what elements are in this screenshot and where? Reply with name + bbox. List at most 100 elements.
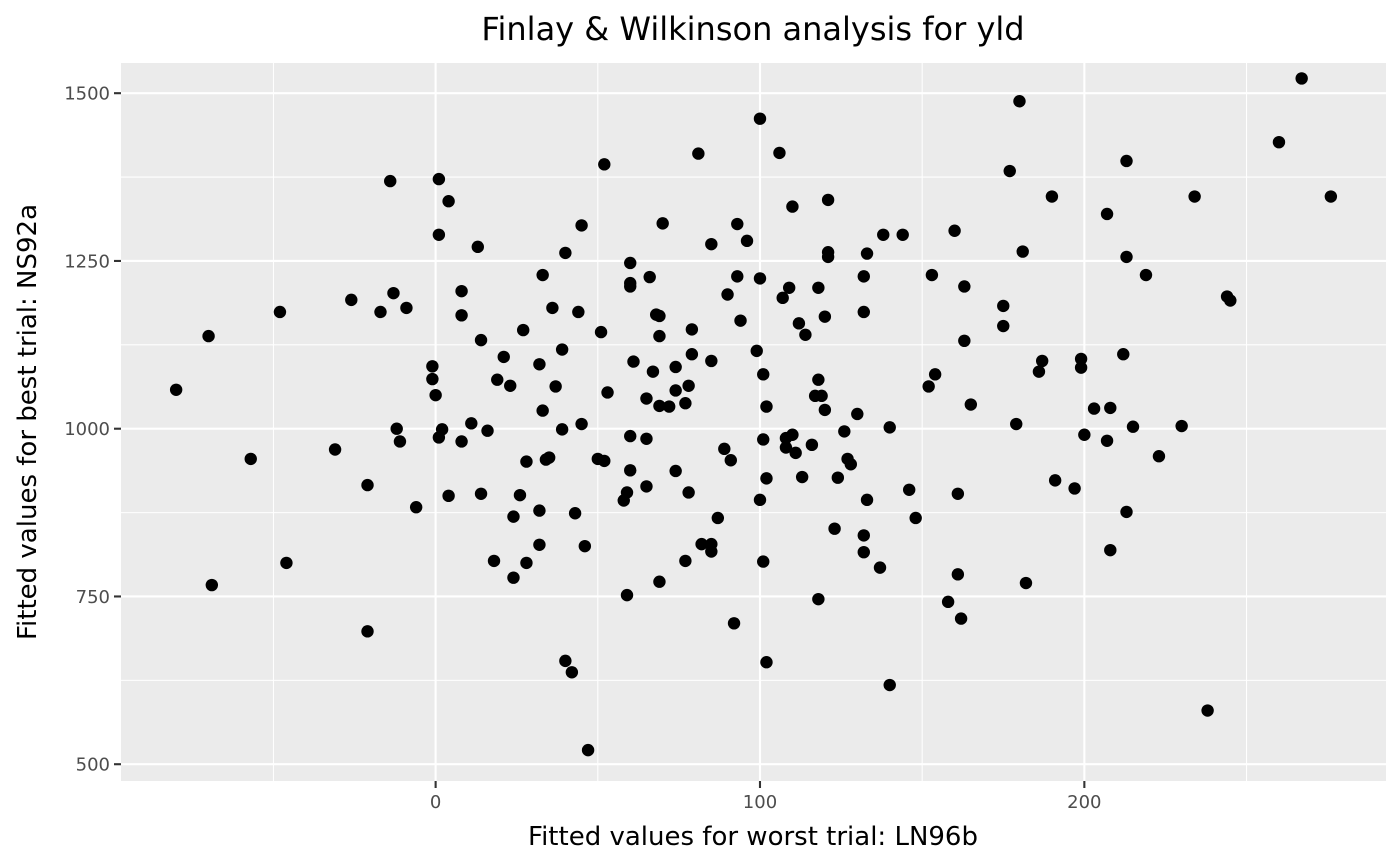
data-point <box>1100 207 1114 221</box>
data-point <box>786 428 799 441</box>
data-point <box>669 464 682 478</box>
data-point <box>724 454 737 467</box>
data-point <box>857 305 870 319</box>
x-tick-label: 0 <box>430 792 441 813</box>
data-point <box>928 368 942 381</box>
data-point <box>1117 348 1130 361</box>
x-tick-label: 200 <box>1067 792 1101 813</box>
data-point <box>487 554 501 568</box>
data-point <box>559 654 572 668</box>
data-point <box>409 501 423 514</box>
data-point <box>1175 419 1188 433</box>
data-point <box>727 617 741 630</box>
data-point <box>1068 482 1081 495</box>
data-point <box>782 281 796 294</box>
data-point <box>1019 576 1033 590</box>
data-point <box>860 493 874 507</box>
data-point <box>958 280 971 293</box>
data-point <box>426 372 439 386</box>
data-point <box>786 200 799 213</box>
data-point <box>455 284 468 298</box>
data-point <box>857 545 870 559</box>
data-point <box>520 455 533 468</box>
data-point <box>653 399 666 413</box>
data-point <box>653 309 666 323</box>
data-point <box>598 158 611 171</box>
data-point <box>922 380 935 393</box>
data-point <box>1120 505 1133 519</box>
data-point <box>873 561 887 574</box>
data-point <box>721 288 734 301</box>
data-point <box>624 280 637 293</box>
data-point <box>669 384 682 397</box>
data-point <box>860 247 874 260</box>
data-point <box>682 379 695 392</box>
data-point <box>1201 704 1214 717</box>
data-point <box>692 147 705 160</box>
data-point <box>442 195 455 208</box>
data-point <box>1120 250 1133 264</box>
y-tick-label: 750 <box>76 587 110 608</box>
chart-title: Finlay & Wilkinson analysis for yld <box>481 10 1024 48</box>
data-points <box>169 72 1338 757</box>
data-point <box>455 309 468 322</box>
data-point <box>948 224 961 237</box>
data-point <box>533 504 546 517</box>
data-point <box>594 325 608 339</box>
data-point <box>779 441 793 454</box>
data-point <box>685 323 699 336</box>
data-point <box>773 146 786 160</box>
data-point <box>1003 164 1016 178</box>
data-point <box>883 678 896 692</box>
data-point <box>776 291 789 305</box>
data-point <box>812 373 825 386</box>
data-point <box>838 425 851 438</box>
data-point <box>685 348 699 361</box>
data-point <box>1324 190 1338 203</box>
grid-lines <box>121 63 1386 781</box>
data-point <box>474 487 488 500</box>
data-point <box>902 483 916 496</box>
data-point <box>581 743 595 757</box>
data-point <box>705 354 718 368</box>
data-point <box>491 373 504 386</box>
data-point <box>718 442 731 456</box>
data-point <box>760 472 773 485</box>
data-point <box>731 217 744 231</box>
data-point <box>821 246 835 259</box>
data-point <box>883 421 896 434</box>
data-point <box>640 392 653 405</box>
data-point <box>877 228 890 241</box>
data-point <box>731 270 744 283</box>
data-point <box>1013 95 1026 108</box>
data-point <box>601 386 614 399</box>
data-point <box>624 464 637 477</box>
data-point <box>1104 543 1117 557</box>
data-point <box>1074 361 1088 374</box>
data-point <box>705 545 718 558</box>
data-point <box>328 443 342 456</box>
data-point <box>1152 450 1166 463</box>
data-point <box>896 228 909 241</box>
data-point <box>643 270 656 284</box>
data-point <box>517 323 530 337</box>
data-point <box>1224 294 1237 307</box>
data-point <box>549 380 562 393</box>
data-point <box>361 625 374 638</box>
axes: 0 100 200 500 750 1000 1250 1500 <box>64 84 1101 813</box>
data-point <box>432 228 446 241</box>
data-point <box>815 389 828 403</box>
data-point <box>909 511 922 525</box>
data-point <box>851 407 864 421</box>
data-point <box>951 568 965 581</box>
data-point <box>757 555 770 568</box>
data-point <box>1120 154 1133 168</box>
data-point <box>1035 354 1049 368</box>
data-point <box>1272 135 1286 149</box>
data-point <box>598 454 611 468</box>
data-point <box>429 388 442 402</box>
data-point <box>1139 268 1153 282</box>
data-point <box>578 539 592 553</box>
data-point <box>471 240 484 254</box>
data-point <box>1188 190 1201 203</box>
